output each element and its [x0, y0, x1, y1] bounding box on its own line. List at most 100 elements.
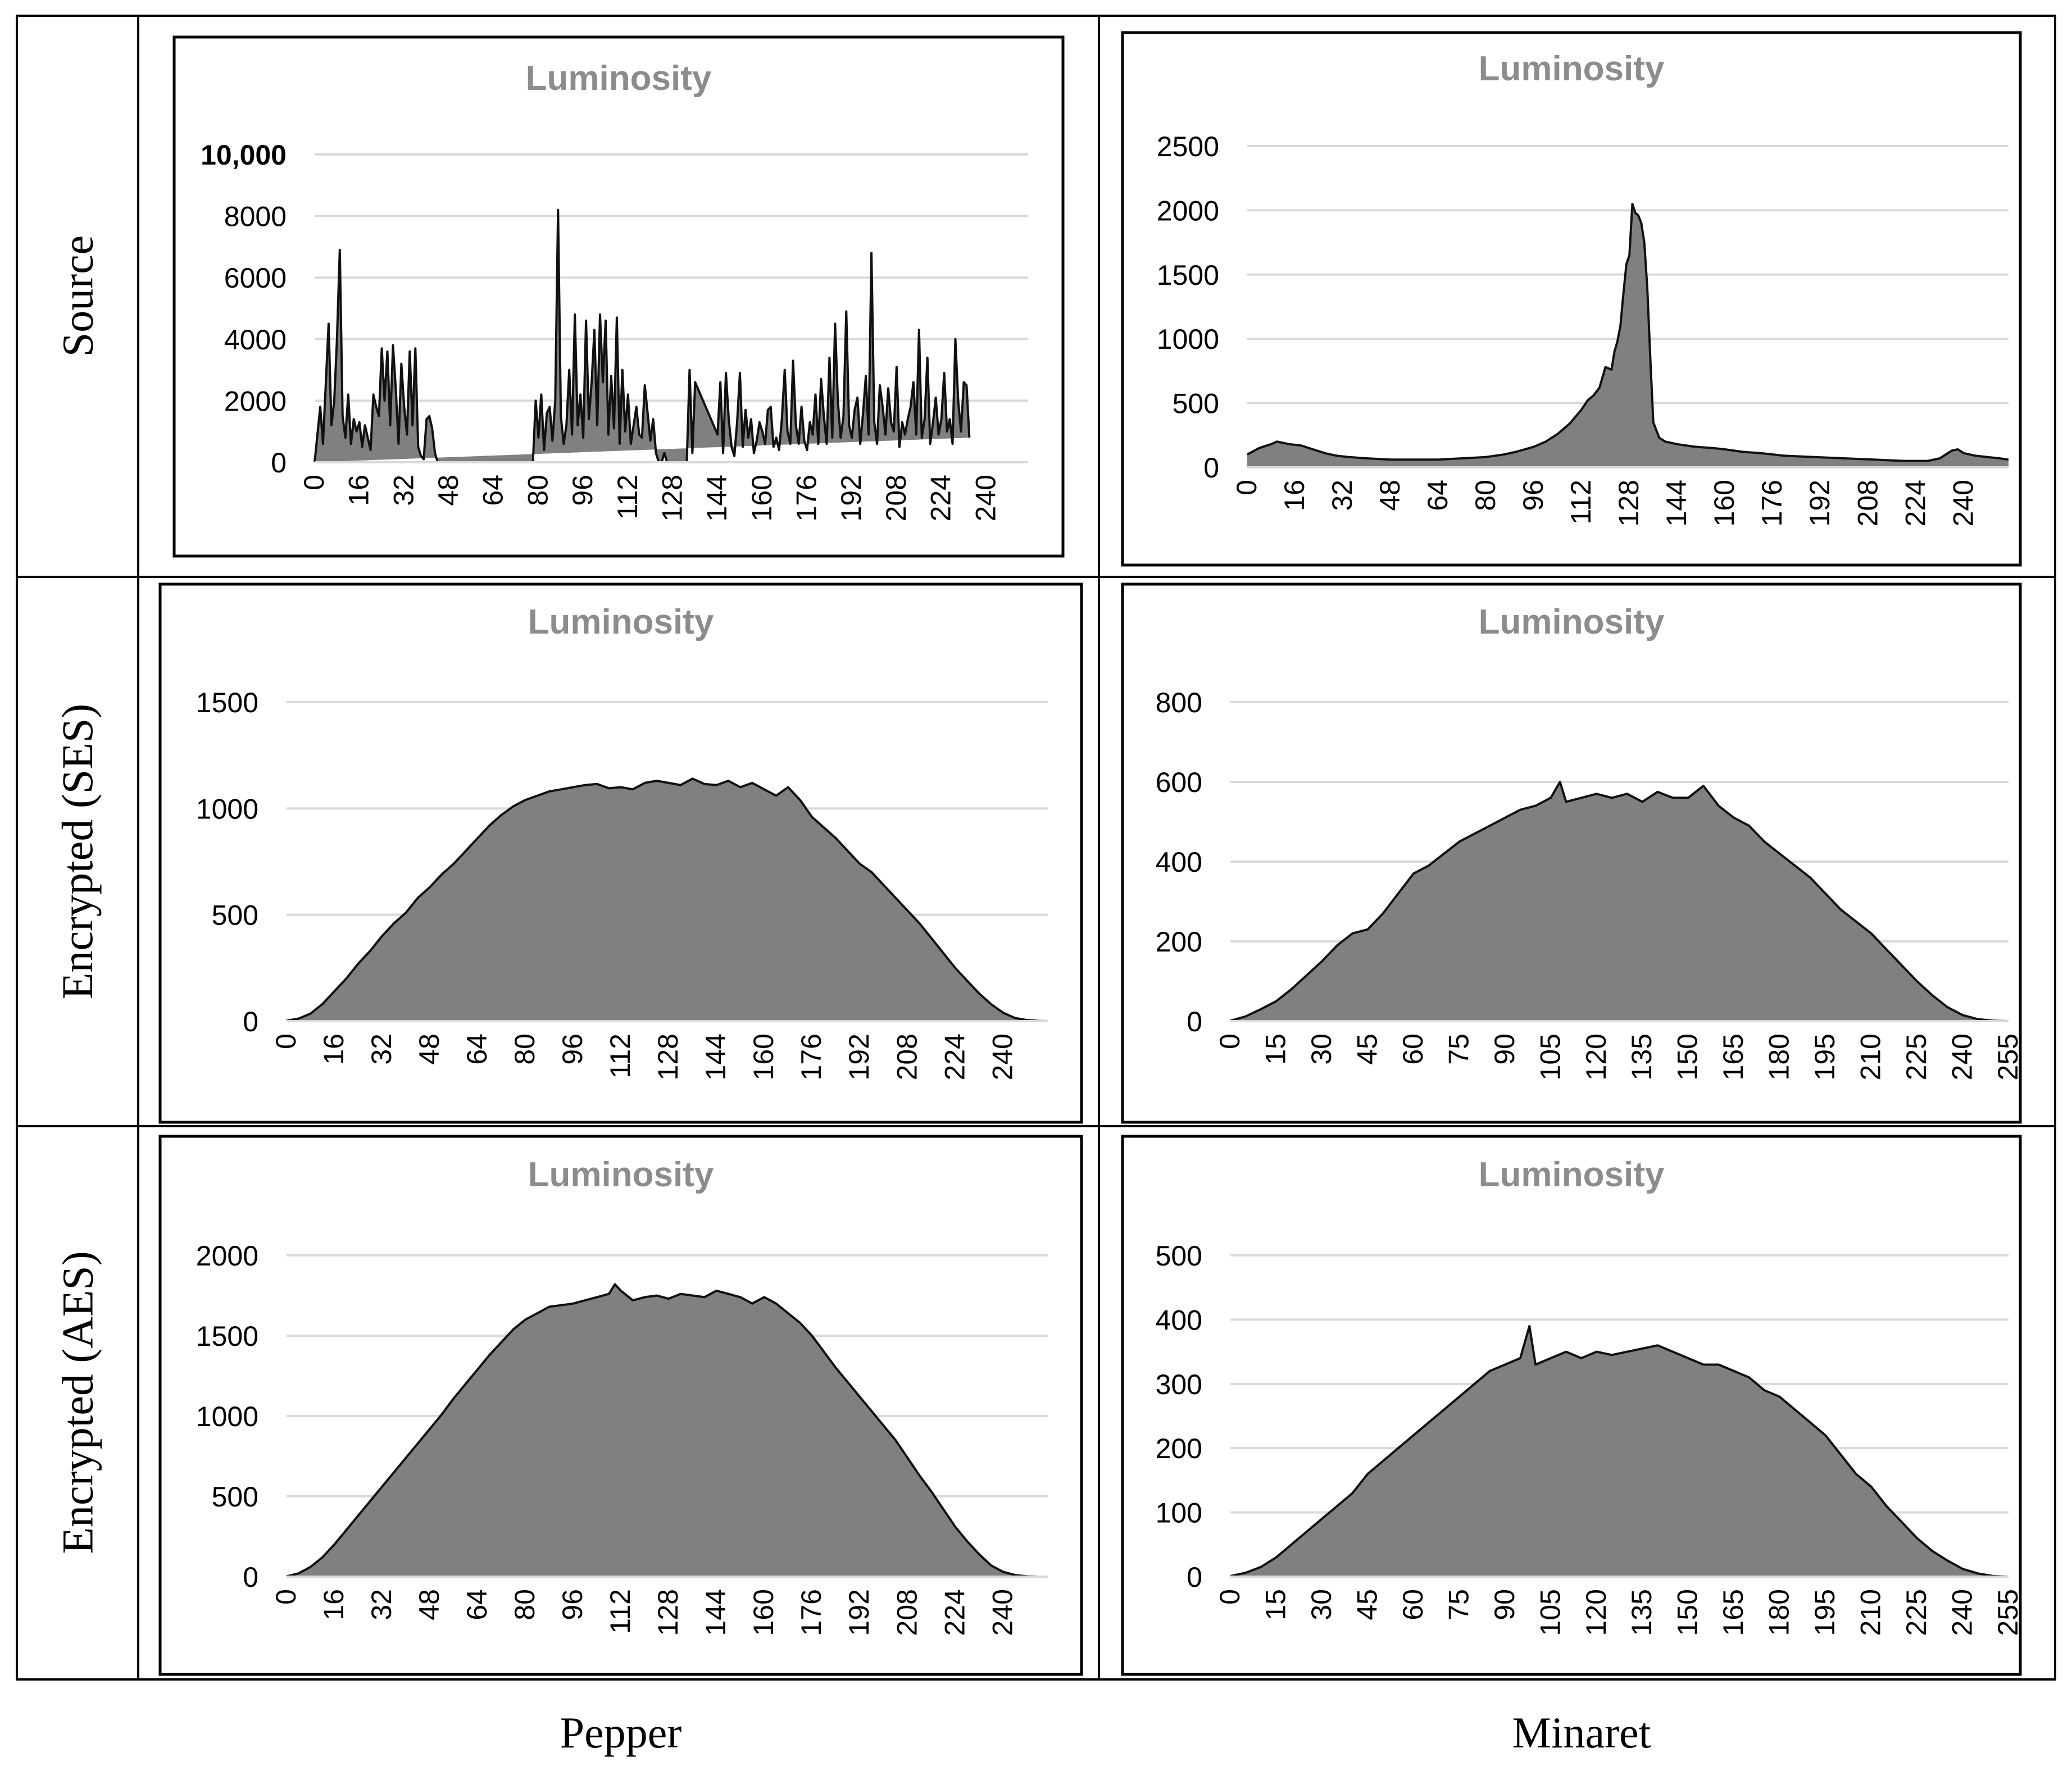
y-tick-label: 2500 — [1157, 131, 1219, 162]
chart-pepper-aes: Luminosity 0 500 1000 1500 2000 0 16 32 48 64 80 96 1… — [158, 1135, 1083, 1676]
y-tick-label: 1000 — [196, 1401, 258, 1432]
x-tick-label: 16 — [318, 1034, 349, 1065]
area-fill — [1247, 204, 2009, 467]
y-tick-label: 1000 — [1157, 324, 1219, 355]
y-tick-label: 1500 — [1157, 259, 1219, 291]
x-tick-label: 176 — [796, 1034, 827, 1080]
x-tick-label: 150 — [1672, 1034, 1703, 1080]
x-tick-label: 112 — [605, 1034, 636, 1078]
y-tick-label: 0 — [1203, 452, 1219, 484]
chart-title: Luminosity — [1479, 1155, 1665, 1194]
x-tick-label: 240 — [1947, 1034, 1978, 1080]
y-tick-label: 600 — [1156, 767, 1202, 798]
x-tick-label: 0 — [1231, 480, 1262, 495]
area-fill — [1230, 782, 2009, 1021]
x-tick-label: 180 — [1764, 1034, 1795, 1080]
y-tick-label: 2000 — [1157, 195, 1219, 226]
x-tick-label: 120 — [1580, 1034, 1612, 1080]
x-tick-label: 225 — [1901, 1589, 1932, 1636]
area-fill — [315, 210, 970, 462]
x-tick-label: 176 — [791, 475, 823, 521]
area-line — [286, 777, 1048, 1022]
x-tick-label: 48 — [414, 1589, 445, 1620]
x-tick-label: 160 — [1709, 480, 1740, 526]
x-tick-label: 240 — [1947, 480, 1979, 526]
x-tick-label: 32 — [366, 1589, 397, 1620]
x-tick-label: 128 — [656, 475, 688, 521]
x-tick-label: 210 — [1855, 1589, 1887, 1636]
chart-frame — [1121, 31, 2022, 567]
x-tick-label: 112 — [605, 1589, 636, 1634]
x-tick-label: 0 — [270, 1589, 302, 1605]
chart-title: Luminosity — [528, 603, 714, 641]
x-tick-label: 105 — [1534, 1589, 1566, 1636]
x-tick-label: 32 — [366, 1034, 397, 1065]
x-tick-label: 240 — [987, 1034, 1018, 1080]
x-tick-label: 60 — [1397, 1589, 1429, 1620]
x-tick-label: 75 — [1443, 1034, 1474, 1065]
x-tick-label: 90 — [1489, 1589, 1520, 1620]
x-tick-label: 144 — [700, 1589, 731, 1636]
chart-pepper-ses: Luminosity 0 500 1000 1500 0 16 32 48 64 80 96 112 12… — [158, 582, 1083, 1124]
y-tick-label: 1000 — [196, 793, 258, 825]
y-tick-label: 200 — [1156, 926, 1202, 958]
area-fill — [1230, 1326, 2009, 1577]
chart-title: Luminosity — [1479, 49, 1665, 88]
x-tick-label: 0 — [298, 475, 330, 490]
x-tick-label: 208 — [891, 1034, 923, 1080]
y-tick-label: 6000 — [224, 262, 287, 294]
x-tick-label: 112 — [1565, 480, 1597, 525]
y-tick-label: 10,000 — [201, 139, 287, 171]
area-line — [286, 1283, 1039, 1578]
x-tick-label: 240 — [1947, 1589, 1978, 1636]
y-tick-label: 200 — [1156, 1433, 1202, 1464]
y-tick-label: 2000 — [196, 1240, 258, 1272]
x-tick-label: 240 — [987, 1589, 1018, 1636]
y-tick-label: 0 — [243, 1006, 258, 1037]
x-tick-label: 80 — [509, 1034, 540, 1065]
x-tick-label: 48 — [433, 475, 464, 506]
area-fill — [287, 1284, 1039, 1577]
x-tick-label: 96 — [567, 475, 598, 506]
x-tick-label: 180 — [1764, 1589, 1795, 1636]
x-tick-label: 195 — [1809, 1589, 1841, 1636]
x-tick-label: 16 — [1279, 480, 1310, 511]
x-tick-label: 32 — [1326, 480, 1358, 511]
chart-minaret-ses: Luminosity 0 200 400 600 800 0 15 30 45 60 75 90 105 1… — [1121, 582, 2024, 1124]
x-tick-label: 16 — [343, 475, 375, 506]
area-line — [1247, 203, 2009, 462]
x-tick-label: 75 — [1443, 1589, 1474, 1620]
y-tick-label: 500 — [212, 900, 258, 931]
y-tick-label: 400 — [1156, 1304, 1202, 1336]
x-tick-label: 176 — [796, 1589, 827, 1636]
y-tick-label: 0 — [1187, 1561, 1202, 1593]
x-tick-label: 208 — [880, 475, 912, 521]
y-tick-label: 0 — [1187, 1006, 1202, 1037]
x-tick-label: 16 — [318, 1589, 349, 1620]
x-tick-label: 255 — [1992, 1034, 2024, 1080]
x-tick-label: 208 — [891, 1589, 923, 1636]
x-tick-label: 96 — [557, 1589, 588, 1620]
column-label-minaret: Minaret — [1512, 1708, 1651, 1757]
x-tick-label: 165 — [1717, 1589, 1749, 1636]
x-tick-label: 208 — [1852, 480, 1883, 526]
x-tick-label: 192 — [835, 475, 867, 521]
chart-pepper-source: Luminosity 0 2000 4000 6000 8000 10,000 0 16 32 48… — [172, 35, 1065, 558]
x-tick-label: 135 — [1626, 1589, 1657, 1636]
x-tick-label: 210 — [1855, 1034, 1887, 1080]
x-tick-label: 128 — [652, 1589, 684, 1636]
x-tick-label: 45 — [1351, 1034, 1383, 1065]
x-tick-label: 30 — [1306, 1034, 1337, 1065]
y-tick-label: 8000 — [224, 201, 287, 233]
x-tick-label: 176 — [1756, 480, 1788, 526]
x-tick-label: 15 — [1260, 1034, 1291, 1065]
x-tick-label: 144 — [700, 1034, 731, 1080]
x-tick-label: 64 — [461, 1034, 493, 1065]
x-tick-label: 165 — [1717, 1034, 1749, 1080]
y-tick-label: 2000 — [224, 385, 287, 417]
x-tick-label: 45 — [1351, 1589, 1383, 1620]
area-line — [1230, 1324, 2009, 1578]
chart-minaret-source: Luminosity 0 500 1000 1500 2000 2500 0 16 32 48 64 8… — [1121, 31, 2022, 567]
